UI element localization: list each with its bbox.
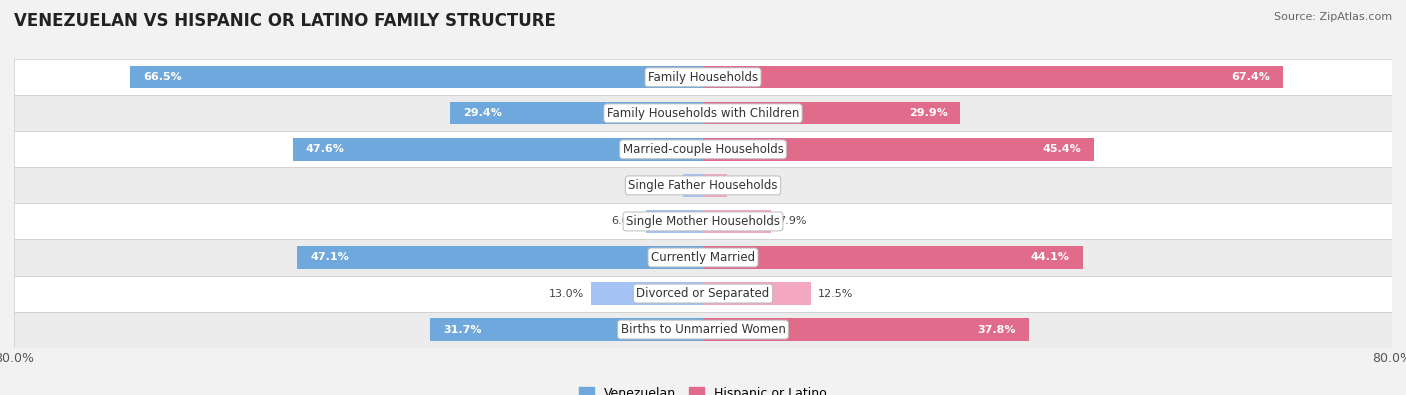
Text: 44.1%: 44.1% <box>1031 252 1070 263</box>
Text: Family Households: Family Households <box>648 71 758 84</box>
Bar <box>14 239 1392 276</box>
Text: 29.9%: 29.9% <box>908 108 948 118</box>
Text: Currently Married: Currently Married <box>651 251 755 264</box>
Bar <box>131 66 703 88</box>
Text: Married-couple Households: Married-couple Households <box>623 143 783 156</box>
Text: 29.4%: 29.4% <box>463 108 502 118</box>
Text: 66.5%: 66.5% <box>143 72 181 82</box>
Bar <box>450 102 703 124</box>
Text: 67.4%: 67.4% <box>1232 72 1271 82</box>
Bar <box>591 282 703 305</box>
Bar <box>703 102 960 124</box>
Bar <box>647 210 703 233</box>
Bar <box>14 276 1392 312</box>
Text: Family Households with Children: Family Households with Children <box>607 107 799 120</box>
Text: 6.6%: 6.6% <box>612 216 640 226</box>
Text: Births to Unmarried Women: Births to Unmarried Women <box>620 323 786 336</box>
Text: Single Father Households: Single Father Households <box>628 179 778 192</box>
Bar <box>14 167 1392 203</box>
Bar <box>703 138 1094 160</box>
Text: Source: ZipAtlas.com: Source: ZipAtlas.com <box>1274 12 1392 22</box>
Text: Divorced or Separated: Divorced or Separated <box>637 287 769 300</box>
Text: 37.8%: 37.8% <box>977 325 1015 335</box>
Bar <box>298 246 703 269</box>
Bar <box>14 131 1392 167</box>
Bar <box>14 95 1392 131</box>
Bar <box>14 59 1392 95</box>
Text: 31.7%: 31.7% <box>443 325 481 335</box>
Text: 45.4%: 45.4% <box>1042 144 1081 154</box>
Bar <box>14 203 1392 239</box>
Bar <box>683 174 703 197</box>
Bar <box>703 210 770 233</box>
Legend: Venezuelan, Hispanic or Latino: Venezuelan, Hispanic or Latino <box>574 382 832 395</box>
Text: Single Mother Households: Single Mother Households <box>626 215 780 228</box>
Text: 2.8%: 2.8% <box>734 181 762 190</box>
Text: 12.5%: 12.5% <box>817 288 853 299</box>
Bar <box>430 318 703 341</box>
Text: 47.6%: 47.6% <box>307 144 344 154</box>
Bar <box>703 66 1284 88</box>
Bar <box>14 312 1392 348</box>
Bar <box>703 174 727 197</box>
Bar <box>292 138 703 160</box>
Bar <box>703 246 1083 269</box>
Text: 13.0%: 13.0% <box>548 288 583 299</box>
Text: 7.9%: 7.9% <box>778 216 807 226</box>
Text: 47.1%: 47.1% <box>311 252 349 263</box>
Text: 2.3%: 2.3% <box>648 181 676 190</box>
Text: VENEZUELAN VS HISPANIC OR LATINO FAMILY STRUCTURE: VENEZUELAN VS HISPANIC OR LATINO FAMILY … <box>14 12 555 30</box>
Bar <box>703 282 811 305</box>
Bar <box>703 318 1029 341</box>
